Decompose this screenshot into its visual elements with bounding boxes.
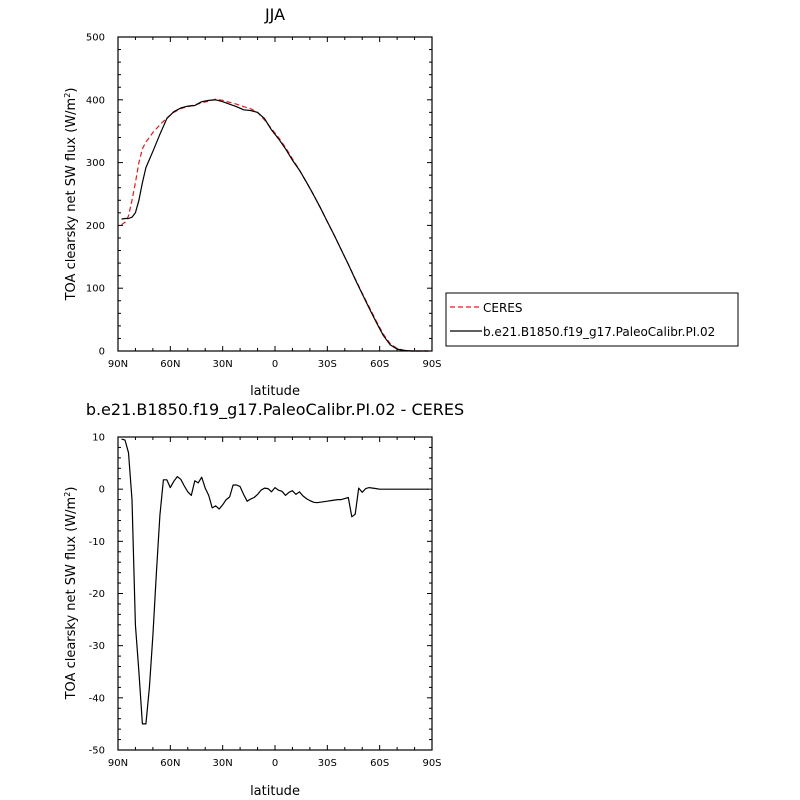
x-tick-label: 90N [108,359,128,370]
bottom-panel-x-axis-label: latitude [250,784,300,799]
bottom-panel-x-ticks: 90N 60N 30N 0 30S 60S 90S [108,437,442,769]
top-panel-y-axis-label-superscript: 2 [63,93,72,98]
y-tick-label: -40 [89,693,105,704]
top-panel-y-axis-label-main: TOA clearsky net SW flux (W/m [64,98,79,302]
bottom-panel-series [121,438,429,725]
series-line-difference-0 [121,438,429,725]
legend: CERES b.e21.B1850.f19_g17.PaleoCalibr.PI… [445,292,739,347]
y-tick-label: -20 [89,589,105,600]
bottom-panel-y-axis-label-close: ) [64,487,79,492]
x-tick-label: 30N [213,359,233,370]
y-tick-label: -50 [89,746,105,757]
bottom-panel: b.e21.B1850.f19_g17.PaleoCalibr.PI.02 - … [63,400,464,799]
top-panel-series [121,98,429,352]
bottom-panel-title: b.e21.B1850.f19_g17.PaleoCalibr.PI.02 - … [86,400,464,420]
y-tick-label: 10 [92,433,105,444]
legend-label-ceres: CERES [483,301,523,315]
top-panel-x-axis-label: latitude [250,384,300,399]
x-tick-label: 0 [272,758,278,769]
top-panel-title: JJA [264,5,285,24]
bottom-panel-y-axis-label-main: TOA clearsky net SW flux (W/m [64,497,79,701]
y-tick-label: 100 [86,284,105,295]
y-tick-label: 500 [86,33,105,44]
y-tick-label: -10 [89,537,105,548]
legend-label-model: b.e21.B1850.f19_g17.PaleoCalibr.PI.02 [483,325,715,339]
bottom-panel-y-axis-label-superscript: 2 [63,492,72,497]
top-panel-y-ticks: 0 100 200 300 400 500 [86,33,432,358]
x-tick-label: 60N [160,758,180,769]
x-tick-label: 30S [318,758,337,769]
top-panel-x-ticks: 90N 60N 30N 0 30S 60S 90S [108,37,442,370]
x-tick-label: 30N [213,758,233,769]
x-tick-label: 90S [422,359,441,370]
top-panel: JJA 90N 60N 30N 0 30S 60S 90S 0 100 200 300 400 500… [63,5,442,399]
x-tick-label: 90N [108,758,128,769]
top-panel-y-axis-label-close: ) [64,88,79,93]
y-tick-label: 300 [86,158,105,169]
x-tick-label: 90S [422,758,441,769]
y-tick-label: -30 [89,641,105,652]
y-tick-label: 0 [99,485,105,496]
series-line-b-e21-b1850-f19-g17-paleocalibr-pi-02 [121,99,429,352]
legend-box [445,292,739,347]
y-tick-label: 200 [86,221,105,232]
top-panel-y-axis-label: TOA clearsky net SW flux (W/m2) [63,88,79,302]
y-tick-label: 400 [86,95,105,106]
bottom-panel-y-ticks: -50 -40 -30 -20 -10 0 10 [89,433,432,757]
x-tick-label: 0 [272,359,278,370]
y-tick-label: 0 [99,347,105,358]
x-tick-label: 60S [370,359,389,370]
bottom-panel-y-axis-label: TOA clearsky net SW flux (W/m2) [63,487,79,701]
x-tick-label: 30S [318,359,337,370]
x-tick-label: 60S [370,758,389,769]
x-tick-label: 60N [160,359,180,370]
